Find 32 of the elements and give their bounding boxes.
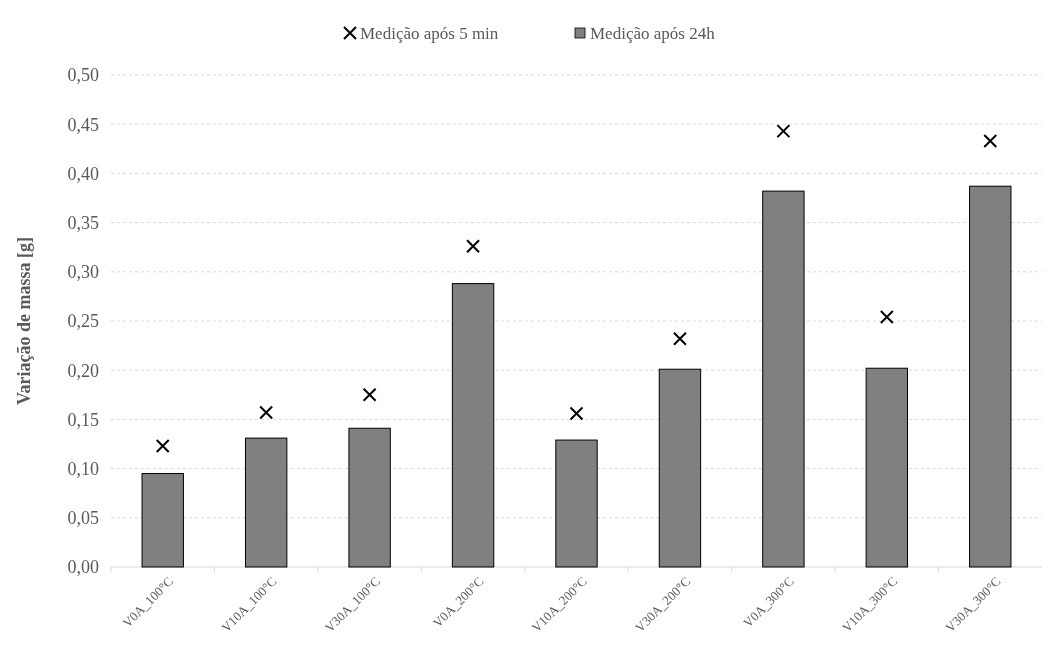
y-tick-label: 0,45 <box>67 114 99 135</box>
point <box>879 310 894 325</box>
bar <box>658 368 702 568</box>
y-tick-label: 0,10 <box>67 458 99 479</box>
bar <box>555 439 598 568</box>
y-tick-label: 0,40 <box>67 163 99 184</box>
point <box>569 406 584 421</box>
y-tick-label: 0,05 <box>67 508 99 529</box>
y-tick-label: 0,20 <box>67 360 99 381</box>
y-tick-label: 0,30 <box>67 262 99 283</box>
y-tick-label: 0,50 <box>67 65 99 86</box>
y-axis-title: Variação de massa [g] <box>14 237 34 405</box>
point <box>466 239 481 254</box>
y-tick-label: 0,35 <box>67 212 99 233</box>
bar <box>762 190 805 568</box>
point <box>983 133 998 148</box>
point <box>362 387 377 402</box>
bar <box>969 185 1012 568</box>
bar <box>451 283 495 568</box>
point <box>259 405 274 420</box>
bar <box>141 473 184 568</box>
legend-label: Medição após 5 min <box>360 23 499 43</box>
bar <box>244 437 288 568</box>
y-tick-label: 0,00 <box>67 557 99 578</box>
point <box>672 331 687 346</box>
bar <box>865 367 909 568</box>
legend-label: Medição após 24h <box>590 23 716 43</box>
point <box>776 124 791 139</box>
point <box>155 438 170 453</box>
bar <box>348 427 391 568</box>
y-tick-label: 0,15 <box>67 409 99 430</box>
y-tick-label: 0,25 <box>67 311 99 332</box>
